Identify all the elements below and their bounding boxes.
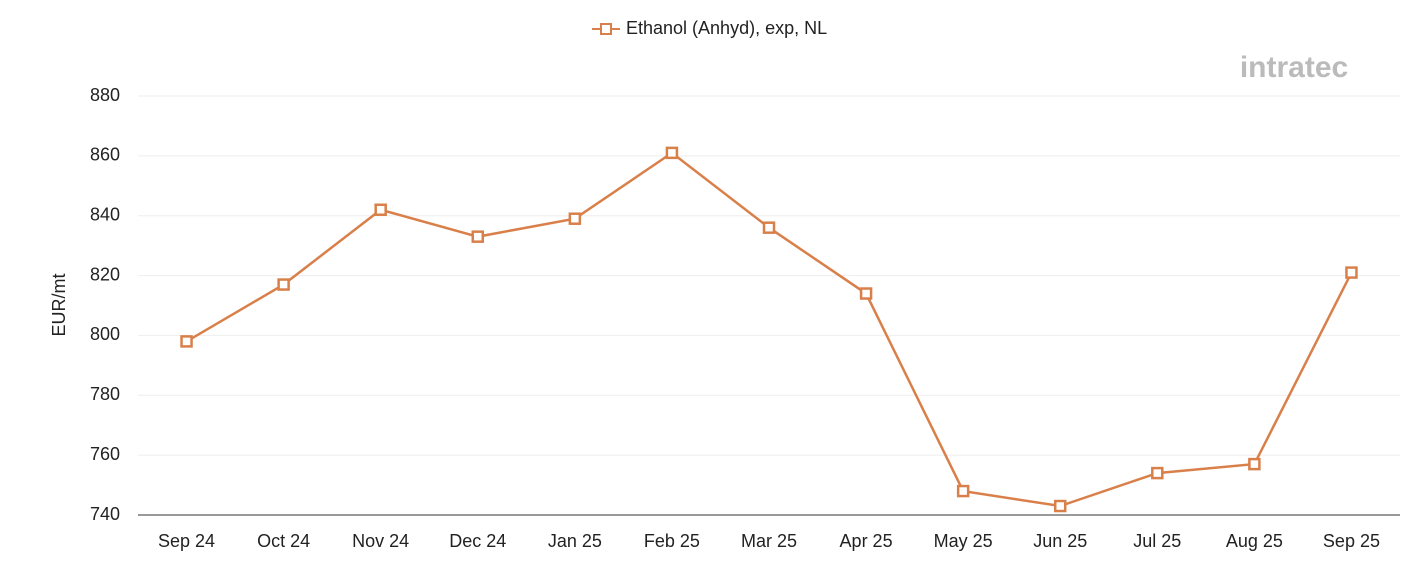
x-tick-label: May 25 <box>934 531 993 551</box>
y-tick-label: 760 <box>90 444 120 464</box>
point-marker <box>568 212 582 225</box>
y-axis-label: EUR/mt <box>49 274 69 337</box>
x-tick-label: Jul 25 <box>1133 531 1181 551</box>
point-marker <box>1248 457 1261 471</box>
x-tick-label: Jan 25 <box>548 531 602 551</box>
point-marker <box>180 335 193 348</box>
point-marker <box>762 221 776 234</box>
y-tick-label: 880 <box>90 85 120 105</box>
point-marker <box>374 203 387 216</box>
y-tick-label: 800 <box>90 324 120 344</box>
x-tick-label: Aug 25 <box>1226 531 1283 551</box>
x-tick-label: Apr 25 <box>840 531 893 551</box>
x-tick-label: Nov 24 <box>352 531 409 551</box>
y-tick-label: 820 <box>90 264 120 284</box>
point-marker <box>1345 266 1358 279</box>
point-marker <box>956 484 970 498</box>
y-tick-label: 840 <box>90 204 120 224</box>
point-marker <box>1053 499 1067 513</box>
watermark: intratec <box>1240 51 1348 84</box>
x-tick-label: Sep 24 <box>158 531 215 551</box>
series-line <box>185 151 1353 508</box>
x-tick-label: Dec 24 <box>449 531 506 551</box>
point-marker <box>859 287 873 300</box>
legend-label: Ethanol (Anhyd), exp, NL <box>626 18 827 38</box>
point-marker <box>471 230 485 243</box>
x-tick-label: Mar 25 <box>741 531 797 551</box>
y-tick-label: 740 <box>90 504 120 524</box>
legend-marker <box>600 23 612 35</box>
y-tick-label: 860 <box>90 145 120 165</box>
x-tick-label: Sep 25 <box>1323 531 1380 551</box>
y-tick-label: 780 <box>90 384 120 404</box>
x-tick-label: Jun 25 <box>1033 531 1087 551</box>
x-tick-label: Oct 24 <box>257 531 310 551</box>
point-marker <box>277 278 290 291</box>
point-marker <box>1151 466 1164 480</box>
x-tick-label: Feb 25 <box>644 531 700 551</box>
point-marker <box>665 146 679 160</box>
